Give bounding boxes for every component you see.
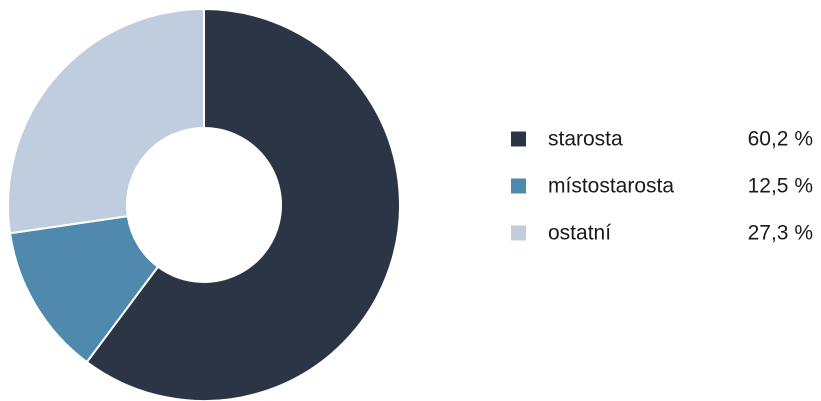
pie-slice-ostatn- bbox=[7, 7, 205, 235]
legend: starosta 60,2 % místostarosta 12,5 % ostatní… bbox=[511, 128, 813, 245]
legend-label-ostatn-: ostatní bbox=[548, 222, 611, 245]
donut-slices bbox=[7, 7, 401, 401]
legend-swatch-starosta bbox=[511, 131, 526, 147]
legend-label-starosta: starosta bbox=[548, 128, 623, 151]
legend-swatch-m-stostarosta bbox=[511, 178, 526, 194]
legend-label-m-stostarosta: místostarosta bbox=[548, 175, 674, 198]
legend-value-m-stostarosta: 12,5 % bbox=[748, 175, 813, 198]
legend-swatch-ostatn- bbox=[511, 225, 526, 241]
legend-value-starosta: 60,2 % bbox=[748, 128, 813, 151]
pie-slice-m-stostarosta bbox=[8, 214, 160, 364]
legend-value-ostatn-: 27,3 % bbox=[748, 222, 813, 245]
